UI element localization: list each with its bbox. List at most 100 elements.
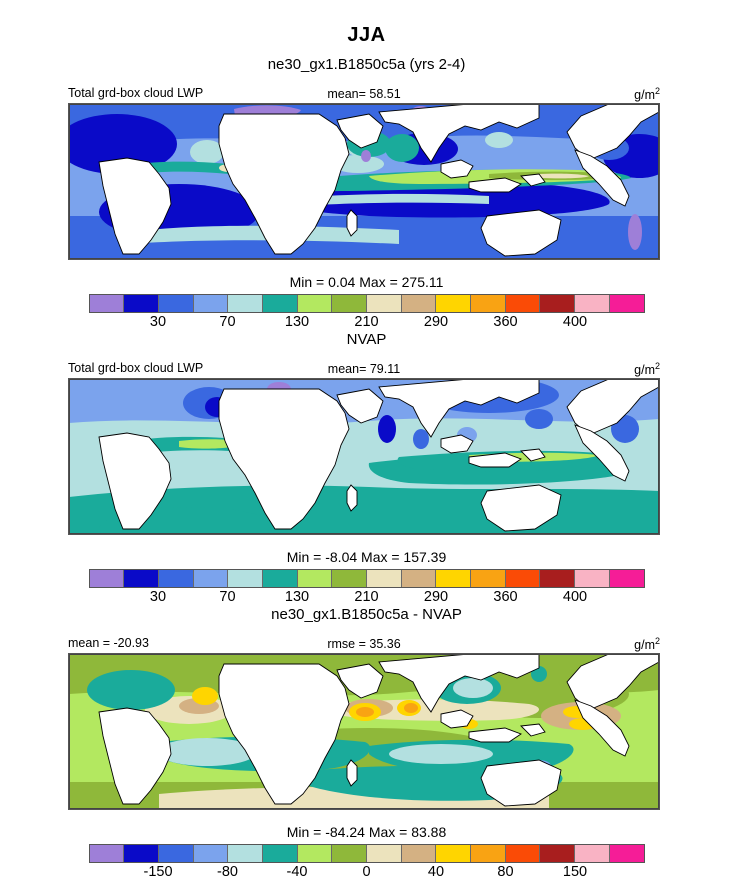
colorbar-swatch	[471, 295, 506, 312]
colorbar-swatch	[228, 295, 263, 312]
colorbar-swatch	[471, 845, 506, 862]
panel-title-obs: NVAP	[346, 331, 387, 348]
colorbar-swatch	[158, 845, 194, 862]
colorbar-minmax-diff: Min = -84.24 Max = 83.88	[286, 824, 447, 840]
colorbar-ticklabels-obs: 30 70 130 210 290 360 400	[89, 588, 645, 610]
map-header-diff: mean = -20.93 rmse = 35.36 g/m2	[68, 636, 660, 653]
map-plot-obs	[68, 378, 660, 535]
colorbar-swatch	[540, 295, 576, 312]
colorbar-swatch	[124, 570, 159, 587]
colorbar-tick-label: 70	[219, 314, 236, 330]
colorbar-swatch	[609, 295, 644, 312]
colorbar-swatch	[367, 845, 402, 862]
colorbar-swatch	[89, 570, 125, 587]
colorbar-swatch	[401, 845, 437, 862]
map-header-obs: Total grd-box cloud LWP mean= 79.11 g/m2	[68, 361, 660, 378]
variable-label-obs: Total grd-box cloud LWP	[68, 361, 204, 375]
colorbar-swatch	[158, 295, 194, 312]
panel-title-diff: ne30_gx1.B1850c5a - NVAP	[271, 606, 462, 623]
colorbar-tick-label: 400	[562, 589, 588, 605]
colorbar-swatch	[609, 570, 644, 587]
colorbar-ticklabels-diff: -150 -80 -40 0 40 80 150	[89, 863, 645, 885]
colorbar-tick-label: 40	[427, 864, 445, 880]
colorbar-swatch	[436, 570, 472, 587]
colorbar-swatch	[332, 295, 367, 312]
colorbar-tick-label: 150	[562, 864, 588, 880]
colorbar-swatch	[367, 570, 402, 587]
colorbar-swatch	[575, 570, 610, 587]
colorbar-model: Min = 0.04 Max = 275.11 30 70 130 210 290 360…	[0, 274, 733, 335]
colorbar-swatch	[505, 845, 541, 862]
map-header-model: Total grd-box cloud LWP mean= 58.51 g/m2	[68, 86, 660, 103]
colorbar-tick-label: 80	[497, 864, 514, 880]
colorbar-swatch	[124, 295, 159, 312]
colorbar-ticklabels-model: 30 70 130 210 290 360 400	[89, 313, 645, 335]
colorbar-swatch	[332, 570, 367, 587]
colorbar-swatches-model	[88, 294, 645, 313]
colorbar-swatch	[471, 570, 506, 587]
colorbar-tick-label: 290	[423, 314, 449, 330]
colorbar-swatch	[367, 295, 402, 312]
panel-title-model: ne30_gx1.B1850c5a (yrs 2-4)	[267, 56, 466, 73]
colorbar-diff: Min = -84.24 Max = 83.88 -150 -80 -40 0 40 80…	[0, 824, 733, 885]
colorbar-swatch	[262, 845, 298, 862]
mean-label-obs: mean= 79.11	[327, 362, 401, 376]
map-plot-diff	[68, 653, 660, 810]
colorbar-swatch	[540, 570, 576, 587]
map-svg-obs	[69, 379, 659, 534]
colorbar-tick-label: -150	[143, 864, 173, 880]
colorbar-swatches-obs	[88, 569, 645, 588]
colorbar-swatch	[297, 845, 333, 862]
map-svg-model	[69, 104, 659, 259]
map-panel-model: Total grd-box cloud LWP mean= 58.51 g/m2	[68, 86, 660, 260]
colorbar-tick-label: 130	[284, 589, 310, 605]
colorbar-swatch	[124, 845, 159, 862]
colorbar-tick-label: 210	[354, 589, 379, 605]
colorbar-swatch	[401, 570, 437, 587]
colorbar-tick-label: 130	[284, 314, 310, 330]
page-title: JJA	[347, 24, 386, 46]
colorbar-swatch	[505, 570, 541, 587]
colorbar-tick-label: 360	[493, 314, 518, 330]
colorbar-swatch	[297, 570, 333, 587]
colorbar-swatch	[228, 845, 263, 862]
colorbar-swatch	[262, 570, 298, 587]
colorbar-tick-label: 0	[362, 864, 371, 880]
colorbar-tick-label: 70	[219, 589, 236, 605]
colorbar-tick-label: 210	[354, 314, 379, 330]
units-label-diff: g/m2	[634, 636, 660, 653]
mean-label-model: mean= 58.51	[327, 87, 401, 101]
colorbar-swatch	[332, 845, 367, 862]
colorbar-swatch	[193, 295, 229, 312]
rmse-label-diff: rmse = 35.36	[327, 637, 401, 651]
map-panel-obs: Total grd-box cloud LWP mean= 79.11 g/m2	[68, 361, 660, 535]
colorbar-minmax-obs: Min = -8.04 Max = 157.39	[286, 549, 447, 565]
colorbar-swatch	[228, 570, 263, 587]
colorbar-tick-label: 290	[423, 589, 449, 605]
map-svg-diff	[69, 654, 659, 809]
colorbar-swatch	[193, 570, 229, 587]
units-label-model: g/m2	[634, 86, 660, 103]
colorbar-swatches-diff	[88, 844, 645, 863]
colorbar-minmax-model: Min = 0.04 Max = 275.11	[289, 274, 444, 290]
colorbar-swatch	[436, 845, 472, 862]
units-label-obs: g/m2	[634, 361, 660, 378]
colorbar-tick-label: -40	[286, 864, 308, 880]
colorbar-swatch	[193, 845, 229, 862]
colorbar-swatch	[575, 295, 610, 312]
colorbar-tick-label: -80	[217, 864, 238, 880]
colorbar-tick-label: 360	[493, 589, 518, 605]
mean-label-diff: mean = -20.93	[68, 636, 149, 650]
colorbar-swatch	[89, 295, 125, 312]
colorbar-tick-label: 400	[562, 314, 588, 330]
colorbar-tick-label: 30	[149, 314, 167, 330]
colorbar-swatch	[401, 295, 437, 312]
map-panel-diff: mean = -20.93 rmse = 35.36 g/m2	[68, 636, 660, 810]
colorbar-swatch	[158, 570, 194, 587]
colorbar-swatch	[505, 295, 541, 312]
colorbar-swatch	[436, 295, 472, 312]
colorbar-swatch	[297, 295, 333, 312]
colorbar-swatch	[89, 845, 125, 862]
colorbar-swatch	[262, 295, 298, 312]
